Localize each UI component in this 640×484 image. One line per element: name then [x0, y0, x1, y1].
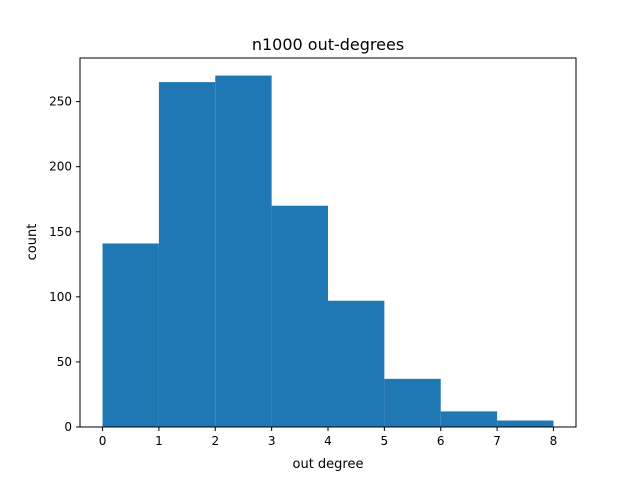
- y-tick-label-4: 200: [49, 160, 72, 174]
- x-axis-label: out degree: [293, 457, 364, 472]
- y-tick-label-3: 150: [49, 225, 72, 239]
- histogram-bar-0: [102, 243, 159, 427]
- x-tick-label-5: 5: [381, 434, 389, 448]
- x-tick-label-6: 6: [437, 434, 445, 448]
- x-tick-label-1: 1: [155, 434, 163, 448]
- x-tick-label-8: 8: [550, 434, 558, 448]
- x-tick-label-2: 2: [211, 434, 219, 448]
- y-axis-ticks: 0 50 100 150 200 250: [49, 95, 80, 434]
- histogram-bar-4: [328, 300, 385, 427]
- axes-frame: [79, 57, 577, 428]
- histogram-bar-1: [158, 82, 216, 427]
- histogram-bar-7: [497, 420, 554, 427]
- chart-title: n1000 out-degrees: [252, 35, 404, 54]
- y-tick-label-2: 100: [49, 290, 72, 304]
- x-tick-label-3: 3: [268, 434, 276, 448]
- x-axis-ticks: 0 1 2 3 4 5 6 7 8: [99, 427, 558, 448]
- histogram-bar-3: [271, 205, 328, 427]
- histogram-bar-6: [440, 411, 498, 427]
- bars-layer: [102, 75, 554, 428]
- y-axis-label: count: [25, 224, 40, 261]
- x-tick-label-4: 4: [324, 434, 332, 448]
- x-tick-label-0: 0: [99, 434, 107, 448]
- y-tick-label-5: 250: [49, 95, 72, 109]
- y-tick-label-0: 0: [64, 420, 72, 434]
- histogram-bar-2: [215, 75, 272, 428]
- histogram-bar-5: [384, 378, 441, 427]
- x-tick-label-7: 7: [493, 434, 501, 448]
- y-tick-label-1: 50: [57, 355, 72, 369]
